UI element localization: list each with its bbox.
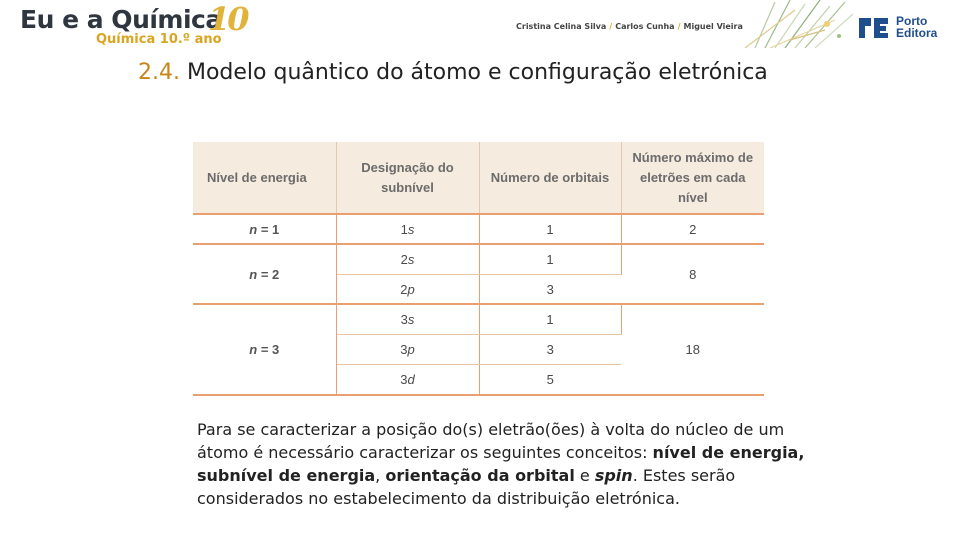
orbitals-cell: 1 (479, 304, 622, 336)
table-row: n = 2 2s 1 8 (193, 244, 764, 306)
author-separator: / (609, 22, 613, 31)
header: Eu e a Química Química 10.º ano 10 Crist… (0, 0, 960, 50)
table-header-row: Nível de energia Designação do subnível … (193, 142, 764, 215)
table-row: n = 3 3s 1 18 (193, 304, 764, 396)
page-title: 2.4. Modelo quântico do átomo e configur… (138, 60, 768, 85)
subshell-cell: 3p (336, 334, 480, 366)
subshell-number: 2 (400, 251, 408, 267)
authors-line: Cristina Celina Silva / Carlos Cunha / Migue… (516, 22, 743, 31)
section-number: 2.4. (138, 60, 180, 85)
logo-subtitle: Química 10.º ano (96, 32, 222, 47)
section-title: Modelo quântico do átomo e configuração … (186, 60, 768, 85)
subshell-number: 3 (400, 342, 408, 358)
n-symbol: n (249, 266, 258, 282)
term-orbital-orientation: orientação da orbital (385, 466, 575, 485)
energy-level-cell: n = 3 (193, 304, 337, 396)
paragraph-text: . Estes serão considerados no estabeleci… (197, 466, 736, 508)
subshell-letter: s (407, 251, 415, 267)
header-subshell: Designação do subnível (336, 142, 480, 215)
n-value: = 1 (260, 221, 280, 237)
subshell-letter: s (407, 221, 415, 237)
paragraph-text: , (375, 466, 386, 485)
subshell-number: 3 (400, 312, 408, 328)
energy-levels-table: Nível de energia Designação do subnível … (193, 142, 764, 397)
n-value: = 3 (260, 342, 280, 358)
publisher-name: Porto Editora (896, 15, 956, 39)
n-symbol: n (249, 221, 258, 237)
publisher-name-line: Porto (896, 14, 928, 28)
subshell-letter: p (407, 281, 415, 297)
subshell-number: 3 (400, 372, 408, 388)
max-electrons-cell: 18 (621, 304, 764, 396)
energy-level-cell: n = 1 (193, 214, 337, 246)
table-row: 2p 3 (193, 274, 764, 306)
header-orbitals: Número de orbitais (479, 142, 622, 215)
subshell-cell: 2p (336, 274, 480, 306)
term-energy-level: nível de energia, (652, 443, 805, 462)
author-name: Cristina Celina Silva (516, 22, 607, 31)
table-row: n = 1 1s 1 2 (193, 214, 764, 246)
subshell-number: 2 (400, 281, 408, 297)
max-electrons-cell: 2 (621, 214, 764, 246)
subshell-letter: s (407, 312, 415, 328)
porto-editora-icon (859, 18, 888, 38)
subshell-cell: 2s (336, 244, 480, 275)
subshell-cell: 3s (336, 304, 480, 336)
author-name: Miguel Vieira (683, 22, 743, 31)
subshell-letter: d (407, 372, 415, 388)
subshell-number: 1 (400, 221, 408, 237)
max-electrons-cell: 8 (621, 244, 764, 306)
publisher-name-line: Editora (896, 26, 938, 40)
paragraph-text: Para se caracterizar a posição do(s) ele… (197, 420, 785, 462)
table-row: 3d 5 (193, 364, 764, 397)
term-subshell: subnível de energia (197, 466, 376, 485)
table-row: 3p 3 (193, 334, 764, 366)
explanatory-paragraph: Para se caracterizar a posição do(s) ele… (197, 418, 817, 510)
subshell-cell: 3d (336, 364, 480, 397)
decorative-foliage-image (744, 0, 854, 48)
orbitals-cell: 5 (479, 364, 621, 397)
paragraph-text: e (574, 466, 595, 485)
term-spin: spin (594, 466, 633, 485)
energy-level-cell: n = 2 (193, 244, 337, 306)
orbitals-cell: 3 (479, 334, 621, 366)
orbitals-cell: 3 (479, 274, 621, 306)
orbitals-cell: 1 (479, 214, 622, 246)
header-max-electrons: Número máximo de eletrões em cada nível (621, 142, 764, 215)
n-value: = 2 (260, 266, 280, 282)
orbitals-cell: 1 (479, 244, 622, 275)
logo-title: Eu e a Química (20, 5, 222, 34)
logo-number: 10 (208, 0, 249, 38)
subshell-letter: p (407, 342, 415, 358)
author-separator: / (677, 22, 681, 31)
n-symbol: n (249, 342, 258, 358)
subshell-cell: 1s (336, 214, 480, 246)
header-energy-level: Nível de energia (193, 142, 337, 215)
author-name: Carlos Cunha (615, 22, 675, 31)
